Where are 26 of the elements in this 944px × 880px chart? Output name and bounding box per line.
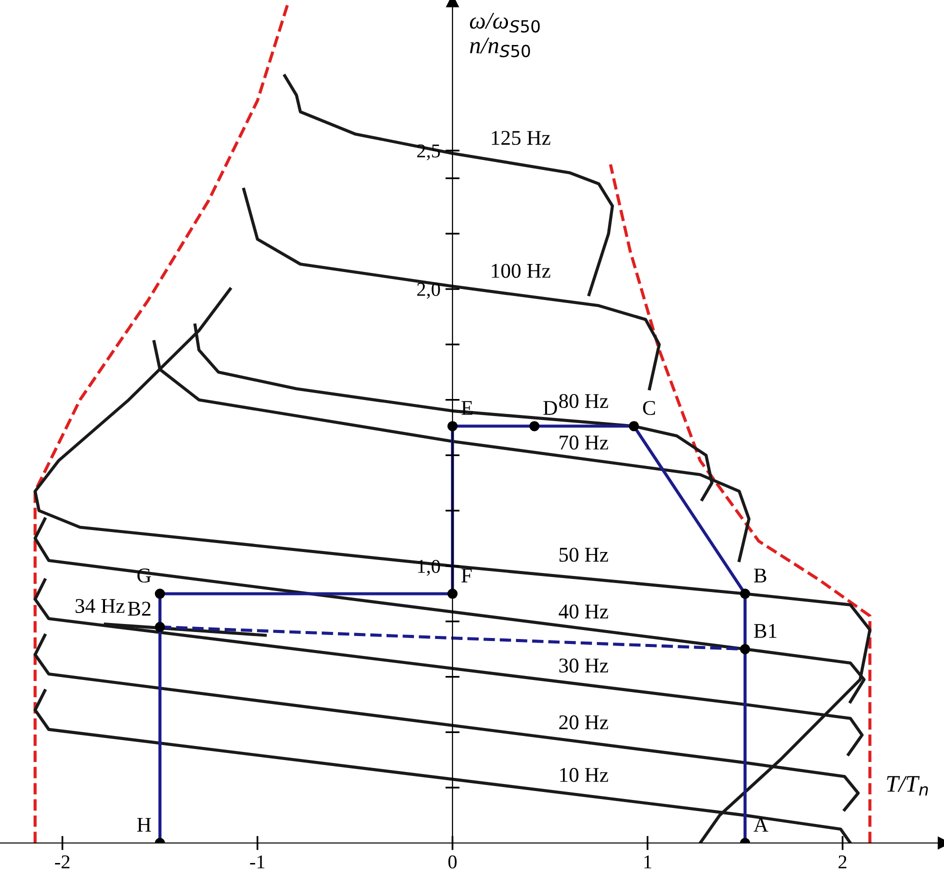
- annotation: 10 Hz: [560, 768, 608, 782]
- annotation: F: [461, 568, 472, 582]
- annotation: 20 Hz: [559, 715, 608, 730]
- annotation: 50 Hz: [560, 548, 608, 562]
- x-axis-title: T/T$_{n}$: [886, 776, 928, 796]
- x-tick-label: -1: [250, 855, 264, 868]
- y-axis-title: ω/ω$_{S50}$ n/n$_{S50}$: [470, 12, 540, 58]
- annotation: 30 Hz: [559, 658, 608, 673]
- annotation: B2: [128, 602, 150, 616]
- annotation: 70 Hz: [560, 436, 608, 450]
- annotation: 125 Hz: [492, 130, 550, 145]
- x-tick-label: 2: [838, 855, 846, 868]
- annotation: 40 Hz: [558, 604, 608, 619]
- x-tick-label: -2: [55, 855, 70, 868]
- y-tick-label: 2,0: [417, 282, 440, 299]
- annotation: B1: [754, 624, 776, 638]
- x-tick-label: 0: [448, 855, 457, 868]
- annotation: H: [137, 818, 151, 832]
- annotation: 100 Hz: [492, 264, 550, 278]
- annotation: C: [643, 400, 655, 415]
- annotation: A: [754, 818, 768, 832]
- annotation: 80 Hz: [559, 394, 608, 408]
- x-tick-label: 1: [644, 855, 652, 868]
- annotation: B: [754, 568, 766, 582]
- annotation: 34 Hz: [76, 599, 124, 614]
- annotation: D: [543, 401, 557, 415]
